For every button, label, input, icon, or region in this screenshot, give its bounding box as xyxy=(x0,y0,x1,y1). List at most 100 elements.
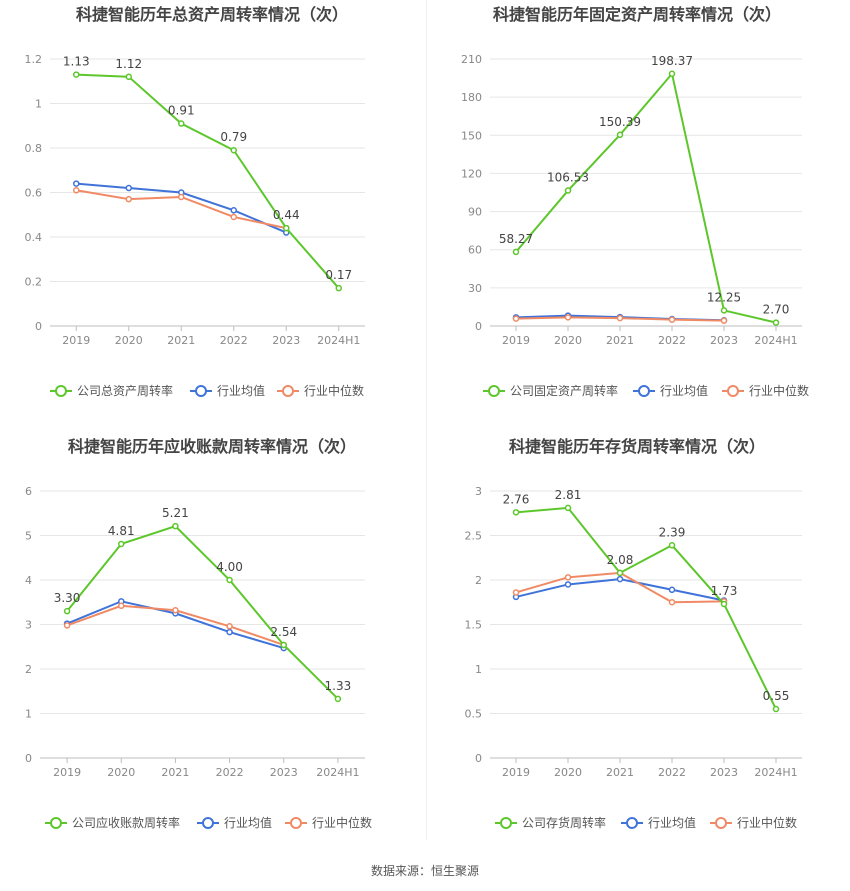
legend-label: 公司总资产周转率 xyxy=(77,383,173,398)
x-tick-label: 2019 xyxy=(53,766,81,779)
legend-item-avg[interactable]: 行业均值 xyxy=(190,383,265,398)
legend-item-company[interactable]: 公司存货周转率 xyxy=(495,815,606,830)
data-label: 4.81 xyxy=(108,524,135,538)
data-label: 2.70 xyxy=(763,303,790,317)
data-point-company xyxy=(226,576,233,584)
data-point-company xyxy=(616,131,624,139)
y-tick-label: 1 xyxy=(475,663,482,676)
y-tick-label: 2 xyxy=(475,574,482,587)
legend-item-median[interactable]: 行业中位数 xyxy=(285,815,372,830)
data-point-company xyxy=(334,695,342,703)
chart-panel-receivables: 科捷智能历年应收账款周转率情况（次） 0 1 2 3 4 5 6 2019 2020 2021 202… xyxy=(0,432,425,864)
chart-title: 科捷智能历年总资产周转率情况（次） xyxy=(76,5,348,24)
data-label: 1.33 xyxy=(325,679,352,693)
x-tick-label: 2020 xyxy=(554,766,582,779)
data-point-company xyxy=(564,504,572,512)
data-label: 2.39 xyxy=(659,525,686,539)
legend-item-median[interactable]: 行业中位数 xyxy=(277,383,364,398)
data-point-median xyxy=(564,574,572,581)
y-tick-label: 1.2 xyxy=(25,53,43,66)
data-point-avg xyxy=(125,184,132,192)
legend-marker xyxy=(727,385,739,397)
x-tick-label: 2024H1 xyxy=(754,766,797,779)
data-point-median xyxy=(125,195,132,203)
legend-label: 公司应收账款周转率 xyxy=(72,815,180,830)
data-point-company xyxy=(73,71,80,78)
data-point-avg xyxy=(226,628,233,636)
legend-label: 行业中位数 xyxy=(737,815,797,830)
x-tick-label: 2023 xyxy=(710,334,738,347)
chart-title: 科捷智能历年存货周转率情况（次） xyxy=(509,437,765,456)
data-point-median xyxy=(720,317,728,324)
data-point-median xyxy=(512,589,520,596)
data-label: 0.55 xyxy=(763,689,790,703)
legend-item-company[interactable]: 公司固定资产周转率 xyxy=(483,383,618,398)
data-point-company xyxy=(668,542,676,549)
legend-marker xyxy=(195,385,207,397)
legend-label: 公司存货周转率 xyxy=(522,815,606,830)
data-point-company xyxy=(125,73,132,81)
data-point-company xyxy=(668,70,676,78)
legend-item-company[interactable]: 公司总资产周转率 xyxy=(50,383,173,398)
data-label: 58.27 xyxy=(499,232,533,246)
chart-inventory-turnover: 科捷智能历年存货周转率情况（次） 0 0.5 1 1.5 2 2.5 3 2019 2020 202… xyxy=(465,437,802,830)
data-label: 0.79 xyxy=(220,130,247,144)
legend-item-avg[interactable]: 行业均值 xyxy=(197,815,272,830)
x-tick-label: 2019 xyxy=(62,334,90,347)
data-point-median xyxy=(230,213,237,221)
series-line-company xyxy=(66,525,339,700)
chart-title: 科捷智能历年固定资产周转率情况（次） xyxy=(493,5,781,24)
data-point-median xyxy=(226,623,233,630)
legend-label: 行业均值 xyxy=(224,815,272,830)
chart-panel-inventory: 科捷智能历年存货周转率情况（次） 0 0.5 1 1.5 2 2.5 3 2019 2020 202… xyxy=(425,432,850,864)
legend-marker xyxy=(50,817,62,829)
data-label: 2.76 xyxy=(503,492,530,506)
y-tick-label: 3 xyxy=(475,485,482,498)
series-line-company xyxy=(515,71,777,324)
panel-divider xyxy=(426,0,427,840)
legend-label: 行业中位数 xyxy=(749,383,809,398)
data-point-avg xyxy=(73,180,80,187)
data-point-company xyxy=(564,187,572,194)
data-point-company xyxy=(178,120,185,127)
data-point-median xyxy=(564,314,572,321)
data-label: 4.00 xyxy=(216,560,243,574)
y-tick-label: 0.2 xyxy=(25,276,43,289)
y-tick-label: 2 xyxy=(25,663,32,676)
x-tick-label: 2020 xyxy=(554,334,582,347)
legend-item-avg[interactable]: 行业均值 xyxy=(621,815,696,830)
legend-marker xyxy=(500,817,512,829)
y-tick-label: 0.5 xyxy=(465,708,483,721)
y-tick-label: 150 xyxy=(461,129,482,142)
data-point-company xyxy=(512,509,520,516)
y-tick-label: 0 xyxy=(35,320,42,333)
data-point-company xyxy=(720,307,728,314)
legend-marker xyxy=(715,817,727,829)
y-tick-label: 0 xyxy=(25,752,32,765)
data-label: 106.53 xyxy=(547,171,589,185)
legend-marker xyxy=(282,385,294,397)
data-point-company xyxy=(172,522,179,530)
data-point-median xyxy=(178,193,185,201)
data-label: 1.12 xyxy=(115,57,142,71)
legend-item-median[interactable]: 行业中位数 xyxy=(710,815,797,830)
legend-marker xyxy=(202,817,214,829)
data-point-company xyxy=(512,248,520,256)
y-tick-label: 5 xyxy=(25,530,32,543)
legend-item-company[interactable]: 公司应收账款周转率 xyxy=(45,815,180,830)
legend-label: 行业均值 xyxy=(660,383,708,398)
legend-item-median[interactable]: 行业中位数 xyxy=(722,383,809,398)
x-tick-label: 2019 xyxy=(502,766,530,779)
legend-item-avg[interactable]: 行业均值 xyxy=(633,383,708,398)
legend-label: 行业中位数 xyxy=(304,383,364,398)
data-label: 3.30 xyxy=(54,591,81,605)
y-tick-label: 0.8 xyxy=(25,142,43,155)
y-tick-label: 0.6 xyxy=(25,187,43,200)
chart-fixed-asset-turnover: 科捷智能历年固定资产周转率情况（次） 0 30 60 90 120 150 180 210 201… xyxy=(461,5,809,398)
x-tick-label: 2022 xyxy=(216,766,244,779)
legend-marker xyxy=(488,385,500,397)
y-tick-label: 3 xyxy=(25,619,32,632)
y-tick-label: 2.5 xyxy=(465,530,483,543)
y-tick-label: 60 xyxy=(468,244,482,257)
y-tick-label: 6 xyxy=(25,485,32,498)
